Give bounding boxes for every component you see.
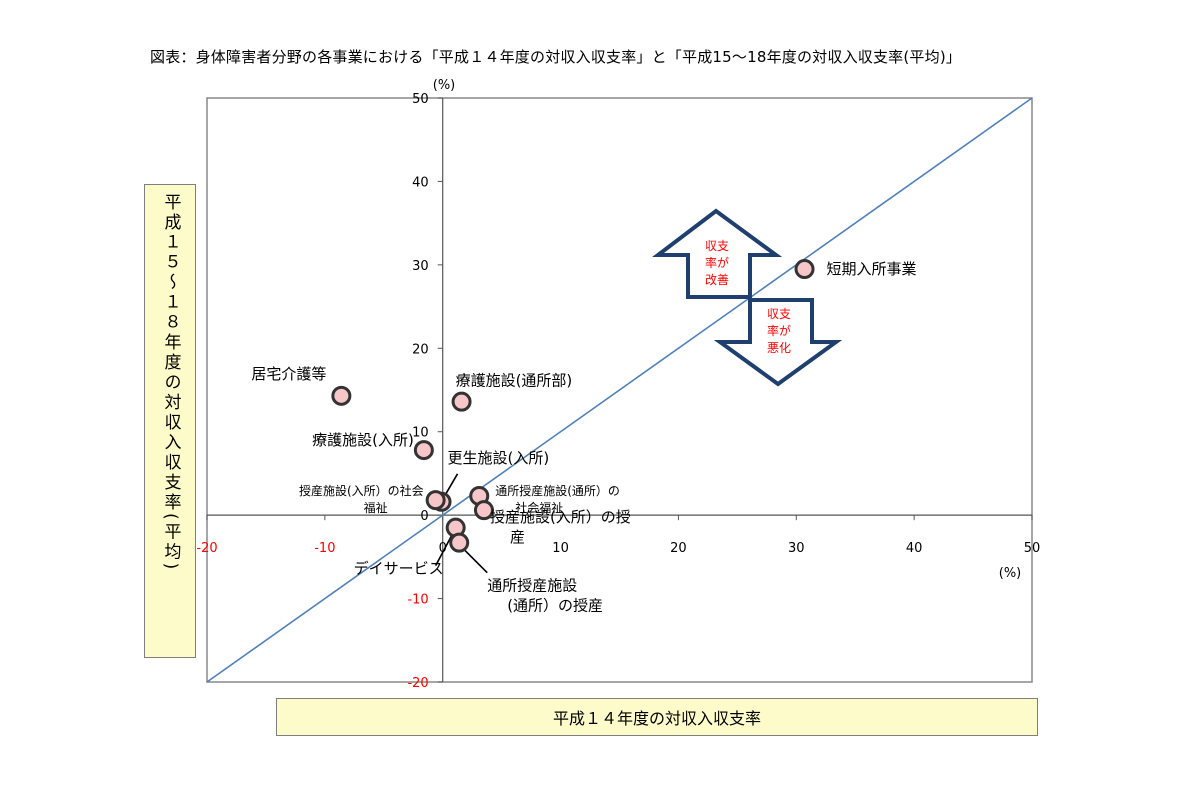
- data-point: [794, 259, 815, 280]
- point-label-line: 通所授産施設: [487, 577, 577, 595]
- arrow-up-label-2: 率が: [705, 255, 729, 270]
- point-label: 通所授産施設 (通所）の授産: [487, 577, 603, 615]
- x-tick-label: 20: [670, 541, 687, 556]
- arrow-down-label-3: 悪化: [767, 341, 791, 355]
- x-axis-title: 平成１４年度の対収入収支率: [552, 709, 761, 728]
- point-label: 療護施設(入所): [312, 431, 414, 449]
- y-tick-label: 10: [412, 426, 429, 441]
- x-tick-label: 10: [552, 541, 569, 556]
- x-unit-label: (%): [999, 566, 1022, 581]
- point-label: 通所授産施設(通所）の社会福祉: [495, 483, 620, 515]
- point-label-line: 産: [510, 528, 525, 546]
- y-tick-label: 50: [412, 92, 429, 107]
- point-label: デイサービス: [354, 560, 444, 578]
- x-tick-label: 30: [788, 541, 805, 556]
- point-label-line: 通所授産施設(通所）の: [495, 483, 620, 498]
- data-point: [413, 440, 434, 461]
- x-tick-label: 0: [439, 541, 447, 556]
- y-tick-label: 40: [412, 175, 429, 190]
- y-axis-title: 平成１５～１８年度の対収入収支率(平均): [160, 193, 181, 573]
- x-tick-label: -20: [196, 541, 217, 556]
- x-axis-title-box: 平成１４年度の対収入収支率: [276, 698, 1038, 736]
- point-label-line: 授産施設(入所）の社会: [299, 483, 424, 498]
- data-point: [425, 490, 446, 511]
- y-tick-label: 0: [420, 509, 428, 524]
- data-point: [449, 532, 470, 553]
- arrow-up-label-1: 収支: [705, 239, 729, 253]
- leader-line: [462, 548, 488, 574]
- arrow-worsen: 収支 率が 悪化: [713, 298, 843, 387]
- data-point: [331, 385, 352, 406]
- data-point: [473, 500, 494, 521]
- point-label-line: 福祉: [364, 500, 388, 515]
- point-label: 療護施設(通所部): [456, 372, 573, 390]
- y-axis-title-box: 平成１５～１８年度の対収入収支率(平均): [144, 184, 196, 658]
- x-tick-label: -10: [314, 541, 335, 556]
- y-tick-label: 30: [412, 259, 429, 274]
- data-point: [451, 391, 472, 412]
- x-tick-label: 40: [906, 541, 923, 556]
- axes: [206, 97, 1033, 683]
- data-points: [331, 259, 815, 553]
- arrow-up-shape: [652, 208, 783, 299]
- point-label: 更生施設(入所): [448, 449, 550, 467]
- y-tick-label: -20: [407, 676, 428, 691]
- y-tick-label: -10: [407, 593, 428, 608]
- arrow-down-label-2: 率が: [767, 323, 791, 338]
- arrow-down-label-1: 収支: [767, 307, 791, 321]
- arrow-down-shape: [713, 298, 843, 387]
- point-label: 短期入所事業: [827, 260, 917, 278]
- arrow-up-label-3: 改善: [705, 272, 729, 287]
- point-label: 授産施設(入所）の授産: [490, 508, 631, 546]
- x-tick-label: 50: [1024, 541, 1041, 556]
- chart-title: 図表：身体障害者分野の各事業における「平成１４年度の対収入収支率」と「平成15～…: [150, 48, 962, 66]
- y-unit-label: (%): [433, 78, 456, 93]
- leader-line: [434, 533, 454, 567]
- arrow-improve: 収支 率が 改善: [652, 208, 783, 299]
- diagonal-reference-line: [206, 97, 1033, 683]
- point-label-line: 授産施設(入所）の授: [490, 508, 631, 526]
- point-label-line: 社会福祉: [515, 500, 563, 515]
- y-tick-label: 20: [412, 342, 429, 357]
- point-label: 授産施設(入所）の社会福祉: [299, 483, 424, 515]
- point-label-line: (通所）の授産: [507, 597, 603, 615]
- point-label: 居宅介護等: [251, 365, 326, 383]
- tick-labels: -20 -10 0 10 20 30 40 50 50 40 30 20 10 0 -10 -20: [196, 92, 1040, 691]
